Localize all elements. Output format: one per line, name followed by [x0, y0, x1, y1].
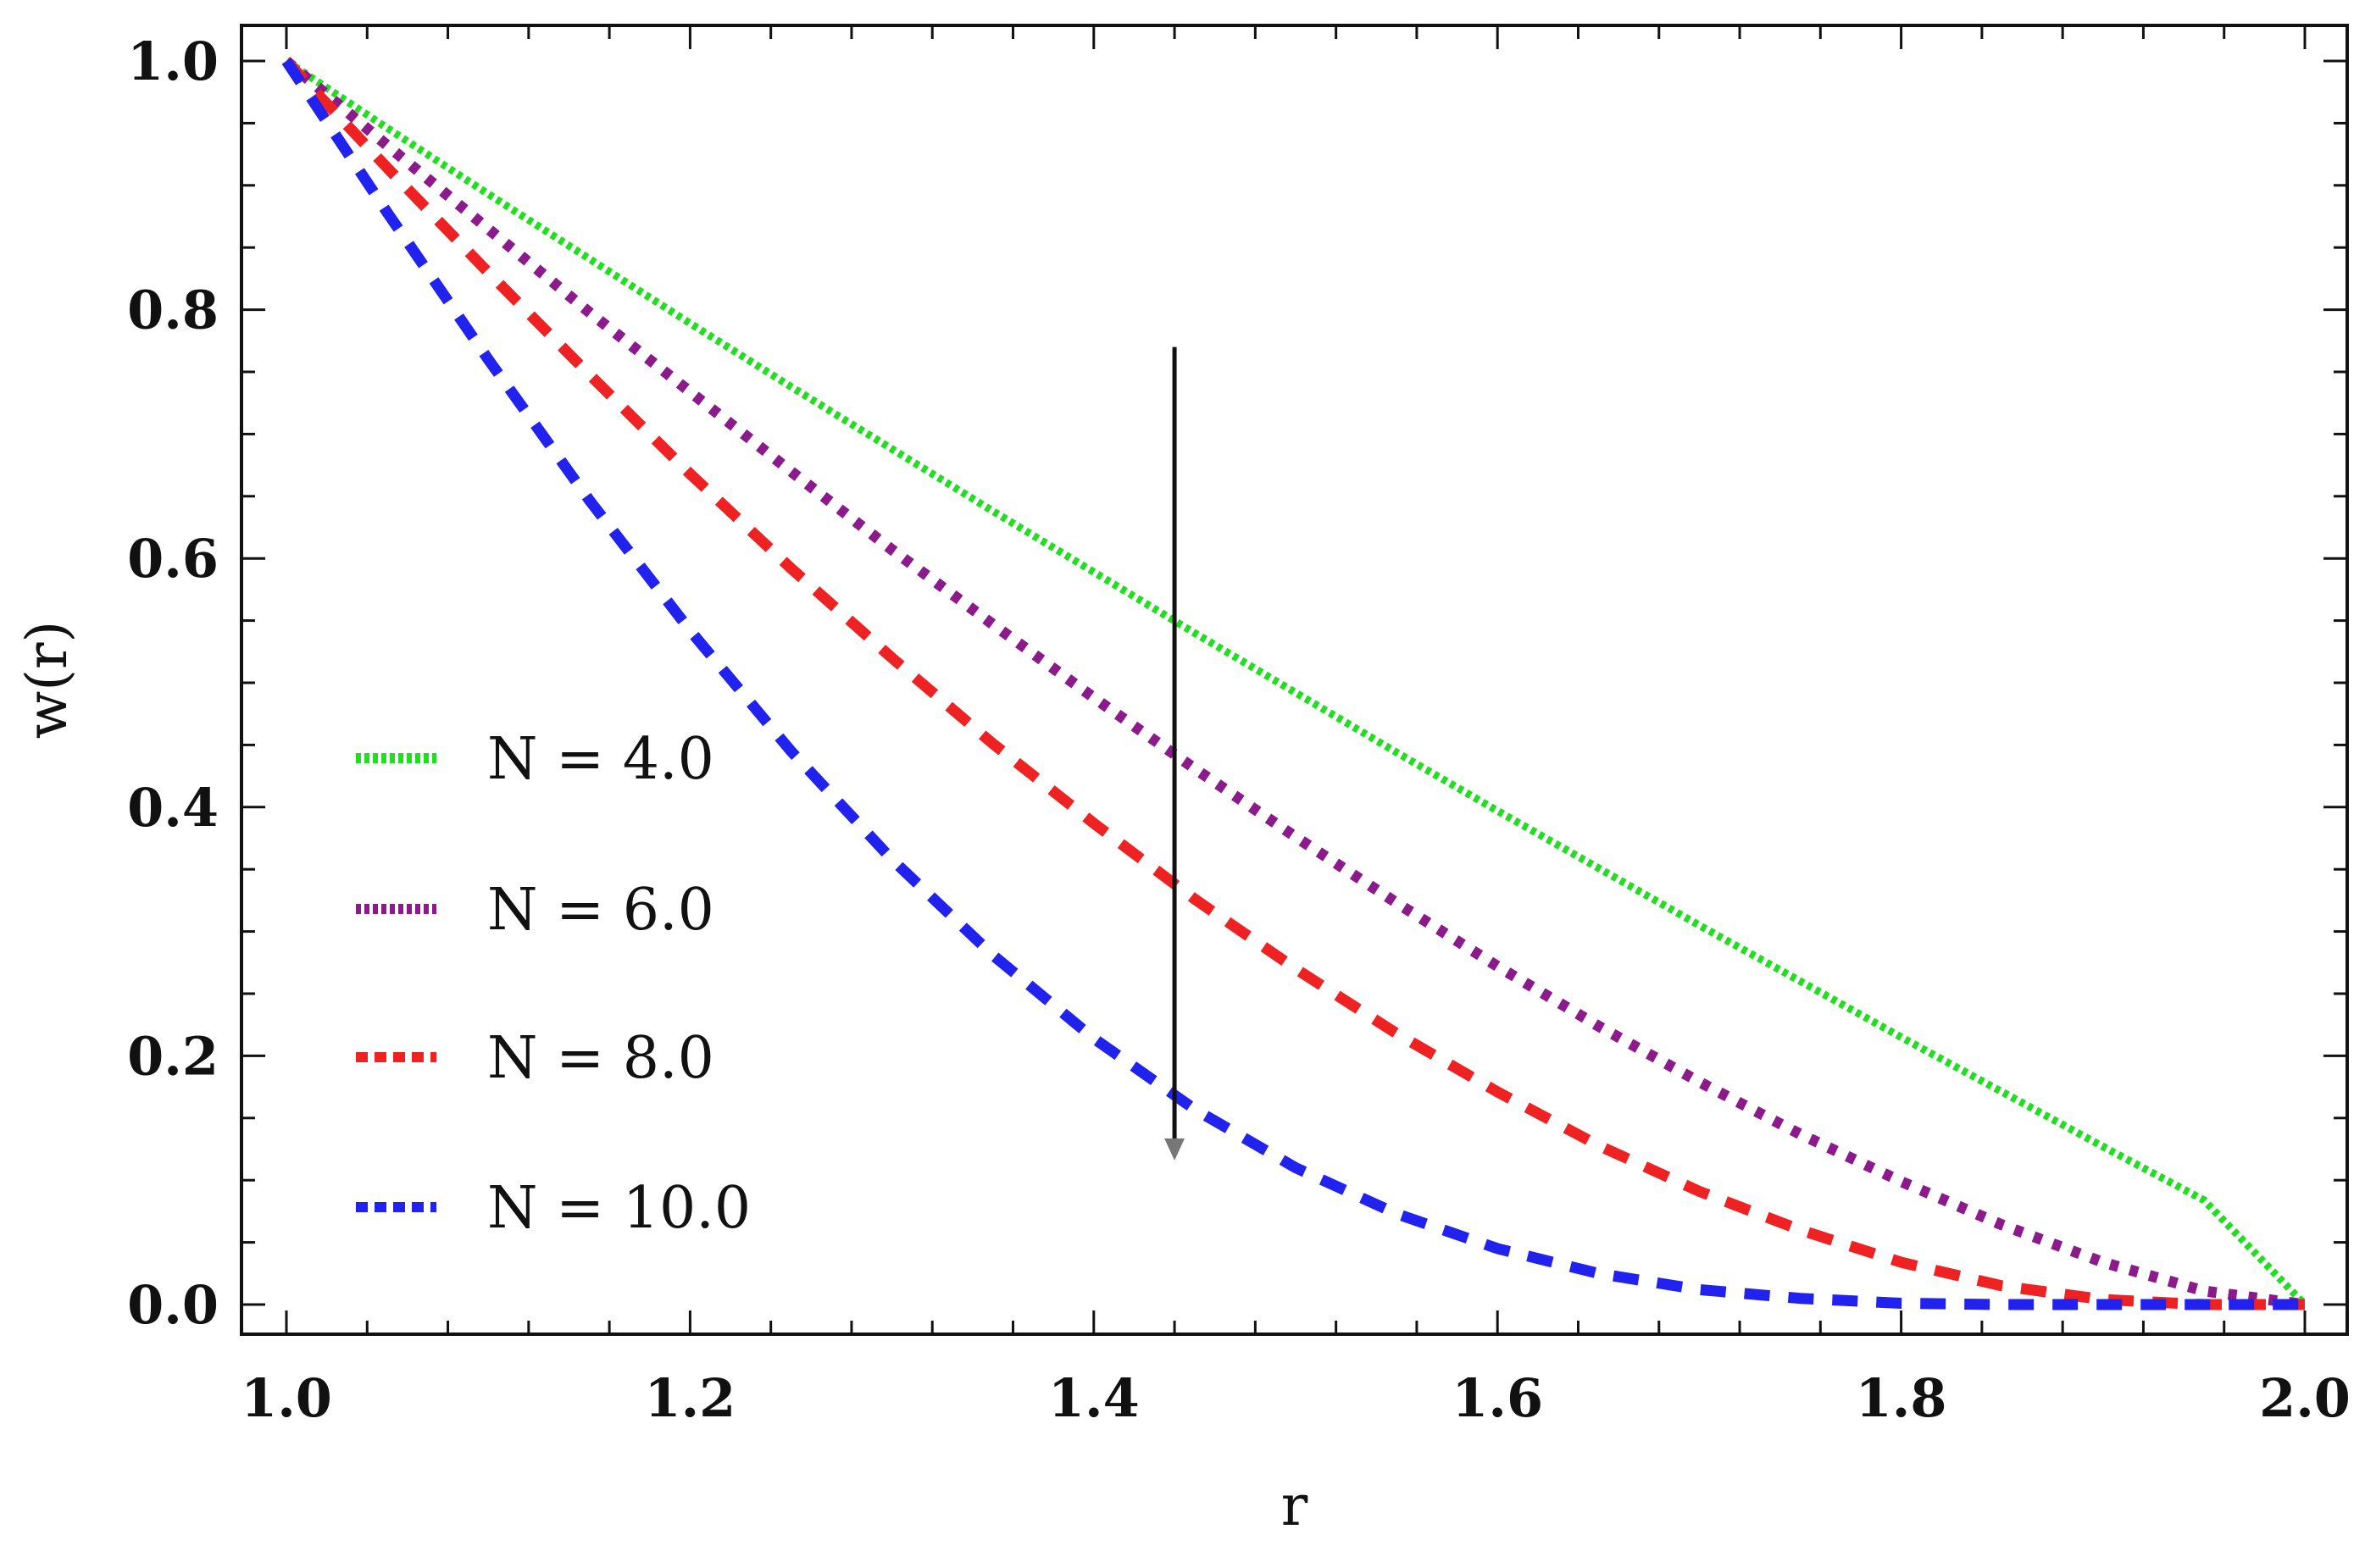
annotation-arrow-head — [1164, 1138, 1185, 1161]
legend: N = 4.0 N = 6.0 N = 8.0 N = 10.0 — [356, 726, 751, 1242]
plot-frame — [240, 24, 2349, 1336]
x-axis-label: r — [1281, 1473, 1308, 1538]
x-tick-label: 1.8 — [1856, 1367, 1947, 1429]
y-tick-label: 0.2 — [127, 1025, 219, 1087]
y-axis-label: w(r) — [14, 621, 80, 740]
x-tick-label: 1.4 — [1048, 1367, 1140, 1429]
series-group — [281, 57, 2308, 1310]
legend-label: N = 10.0 — [487, 1175, 751, 1242]
legend-label: N = 6.0 — [487, 877, 714, 944]
legend-label: N = 8.0 — [487, 1025, 714, 1092]
plot-border — [240, 24, 2349, 1336]
y-tick-label: 0.8 — [127, 280, 219, 341]
series-line-1 — [284, 58, 2308, 1308]
x-tick-label: 1.0 — [241, 1367, 332, 1429]
x-tick-label: 1.6 — [1452, 1367, 1543, 1429]
x-tick-label: 2.0 — [2259, 1367, 2351, 1429]
x-tick-label: 1.2 — [644, 1367, 736, 1429]
y-tick-label: 0.4 — [127, 777, 219, 839]
legend-label: N = 4.0 — [487, 726, 714, 793]
y-tick-label: 1.0 — [127, 30, 219, 92]
annotation-group — [1164, 346, 1185, 1161]
y-tick-label: 0.0 — [127, 1274, 219, 1336]
ticks-group: 1.0 1.2 1.4 1.6 1.8 2.0 0.0 0.2 0.4 0.6 0.8 1.0 — [127, 25, 2351, 1429]
y-tick-label: 0.6 — [127, 528, 219, 590]
